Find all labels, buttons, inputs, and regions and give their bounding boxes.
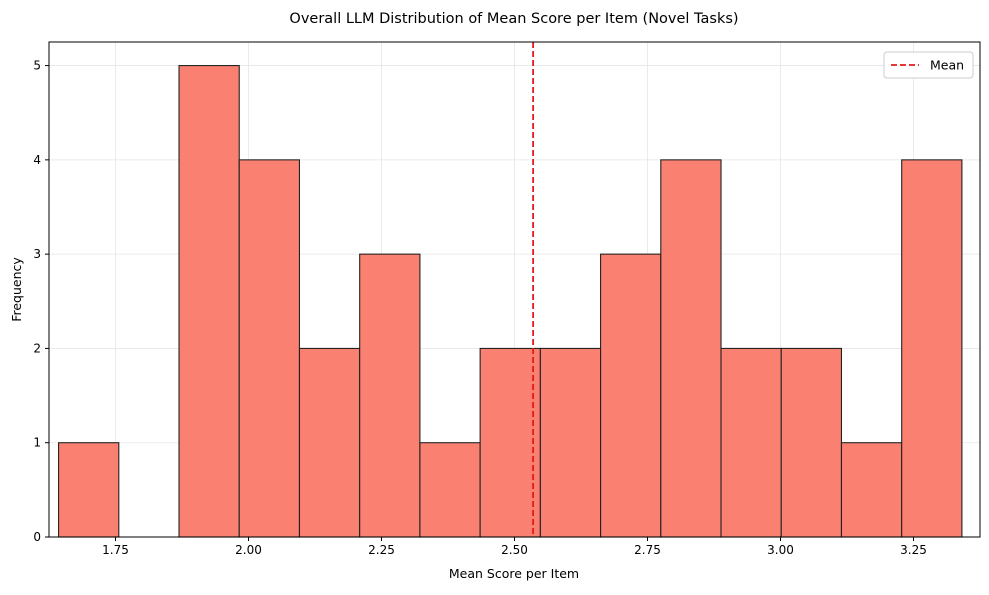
- y-tick-label-5: 5: [33, 59, 41, 73]
- histogram-bar-4: [298, 347, 361, 538]
- x-tick-label-2: 2.25: [368, 543, 395, 557]
- x-tick-label-4: 2.75: [634, 543, 661, 557]
- histogram-bar-5: [359, 253, 421, 538]
- histogram-bar-13: [840, 442, 903, 538]
- histogram-bar-2: [178, 65, 240, 538]
- y-tick-label-0: 0: [33, 530, 41, 544]
- x-axis-ticks: 1.75 2.00 2.25 2.50 2.75 3.00 3.25: [102, 537, 927, 557]
- x-tick-label-6: 3.25: [900, 543, 927, 557]
- x-tick-label-0: 1.75: [102, 543, 129, 557]
- y-tick-label-4: 4: [33, 153, 41, 167]
- x-tick-label-5: 3.00: [767, 543, 794, 557]
- x-tick-label-3: 2.50: [501, 543, 528, 557]
- histogram-bar-8: [539, 347, 602, 538]
- histogram-bar-7: [479, 347, 541, 538]
- histogram-bar-9: [600, 253, 662, 538]
- histogram-bar-10: [660, 159, 722, 538]
- histogram-bar-14: [901, 159, 963, 538]
- bars: [58, 65, 963, 538]
- chart-title: Overall LLM Distribution of Mean Score p…: [289, 11, 738, 27]
- y-axis-ticks: 0 1 2 3 4 5: [33, 59, 49, 544]
- y-axis-label: Frequency: [9, 257, 24, 322]
- histogram-bar-3: [238, 159, 301, 538]
- y-tick-label-3: 3: [33, 247, 41, 261]
- histogram-bar-12: [780, 347, 843, 538]
- y-tick-label-2: 2: [33, 341, 41, 355]
- legend: Mean: [883, 51, 974, 79]
- histogram-bar-0: [58, 442, 120, 538]
- x-tick-label-1: 2.00: [235, 543, 262, 557]
- histogram-bar-6: [419, 442, 481, 538]
- legend-box: [883, 51, 974, 79]
- y-tick-label-1: 1: [33, 436, 41, 450]
- legend-mean-label: Mean: [930, 58, 964, 73]
- histogram-bar-11: [720, 347, 782, 538]
- x-axis-label: Mean Score per Item: [449, 566, 579, 581]
